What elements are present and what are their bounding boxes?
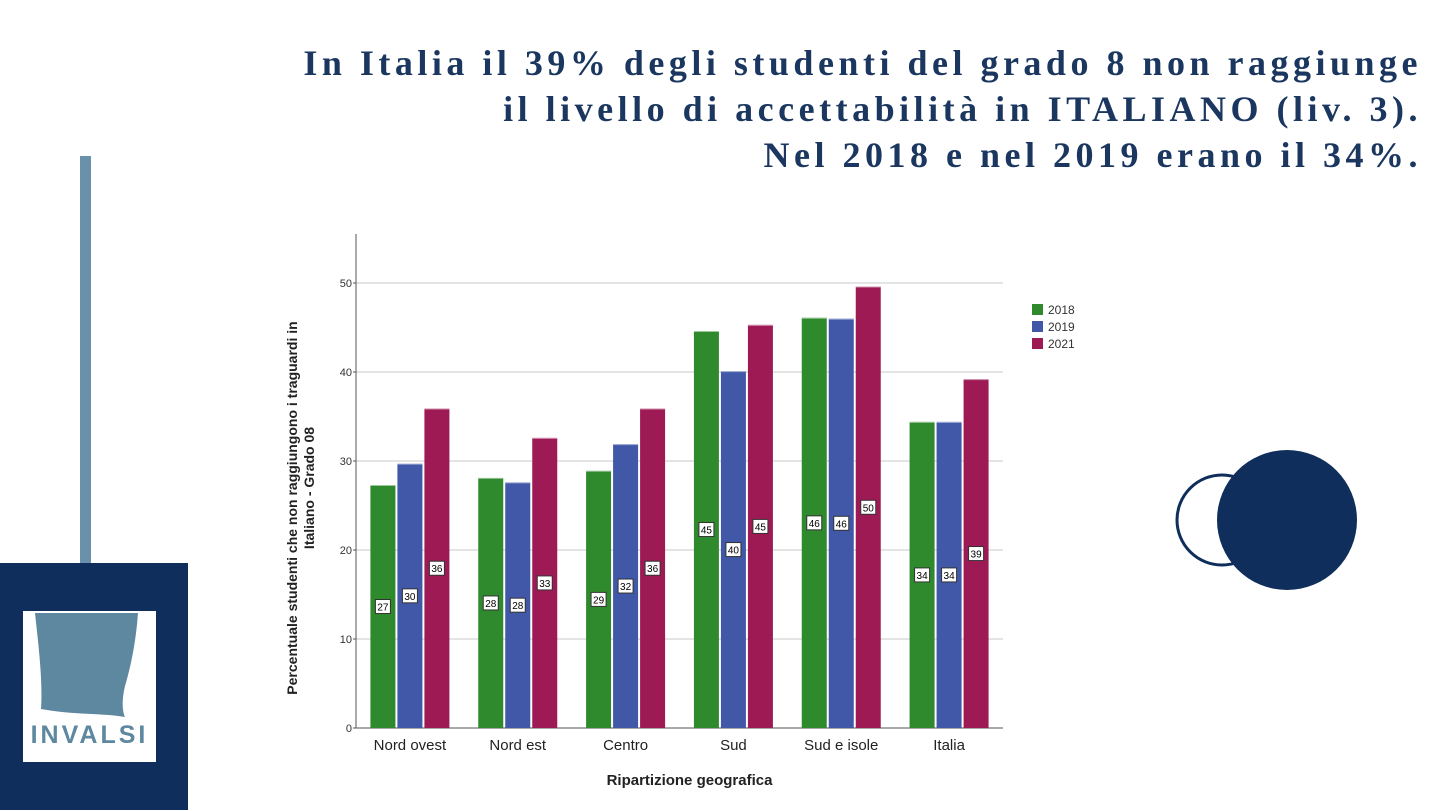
data-label: 34	[944, 571, 956, 582]
data-label-box	[914, 567, 931, 583]
data-label-box	[806, 515, 823, 531]
x-tick-label: Nord est	[489, 737, 547, 754]
y-tick-label: 50	[340, 278, 352, 290]
invalsi-logo: INVALSI	[23, 611, 156, 762]
logo-text: INVALSI	[30, 721, 149, 749]
data-label: 30	[404, 592, 416, 603]
data-label: 34	[917, 571, 929, 582]
data-label: 46	[836, 519, 848, 530]
x-tick-label: Italia	[933, 737, 965, 754]
data-label: 40	[728, 546, 740, 557]
data-label-box	[482, 595, 499, 611]
y-tick-label: 0	[346, 723, 352, 735]
legend-swatch-2018	[1032, 304, 1043, 315]
x-tick-label: Centro	[603, 737, 648, 754]
y-tick-label: 20	[340, 545, 352, 557]
data-label-box	[644, 560, 661, 576]
data-label: 27	[377, 603, 389, 614]
data-label: 39	[971, 550, 983, 561]
data-label-box	[752, 518, 769, 534]
x-tick-label: Sud	[720, 737, 747, 754]
y-tick-label: 30	[340, 456, 352, 468]
data-label: 50	[863, 503, 875, 514]
data-label: 36	[647, 564, 659, 575]
legend-label-2021: 2021	[1048, 337, 1075, 351]
title-line-1: In Italia il 39% degli studenti del grad…	[303, 43, 1422, 83]
data-label-box	[509, 597, 526, 613]
y-tick-label: 40	[340, 367, 352, 379]
data-label-box	[833, 515, 850, 531]
data-label: 46	[809, 519, 821, 530]
data-label-box	[941, 567, 958, 583]
data-label-box	[536, 575, 553, 591]
x-tick-label: Sud e isole	[804, 737, 878, 754]
chart-area: 0 10 20 30 40 50 27 30 36 Nord ovest 28 28 33 Nord es…	[266, 226, 1096, 806]
slide-title: In Italia il 39% degli studenti del grad…	[102, 40, 1422, 178]
data-label: 45	[701, 526, 713, 537]
data-label: 29	[593, 595, 605, 606]
x-axis-label: Ripartizione geografica	[607, 772, 774, 789]
y-axis-label-line-1: Percentuale studenti che non raggiungono…	[284, 321, 300, 694]
title-line-2: il livello di accettabilità in ITALIANO …	[503, 89, 1422, 129]
data-label: 28	[512, 601, 524, 612]
data-label: 36	[431, 564, 443, 575]
logo-mark-icon	[35, 613, 138, 717]
data-label-box	[860, 499, 877, 515]
data-label-box	[725, 542, 742, 558]
y-axis-label-line-2: Italiano - Grado 08	[301, 427, 317, 549]
legend-label-2018: 2018	[1048, 303, 1075, 317]
data-label-box	[428, 560, 445, 576]
data-label: 45	[755, 522, 767, 533]
data-label: 33	[539, 579, 551, 590]
y-tick-label: 10	[340, 634, 352, 646]
decorative-vertical-bar	[80, 156, 91, 616]
data-label-box	[590, 591, 607, 607]
data-label-box	[617, 578, 634, 594]
data-label-box	[374, 599, 391, 615]
data-label-box	[401, 588, 418, 604]
bar-chart: 0 10 20 30 40 50 27 30 36 Nord ovest 28 28 33 Nord es…	[284, 234, 1075, 789]
data-label-box	[698, 522, 715, 538]
legend-swatch-2021	[1032, 338, 1043, 349]
legend-label-2019: 2019	[1048, 320, 1075, 334]
decorative-circles-icon	[1175, 450, 1357, 590]
data-label: 32	[620, 582, 632, 593]
legend-swatch-2019	[1032, 321, 1043, 332]
x-tick-label: Nord ovest	[374, 737, 447, 754]
title-line-3: Nel 2018 e nel 2019 erano il 34%.	[763, 135, 1422, 175]
data-label-box	[968, 546, 985, 562]
data-label: 28	[485, 599, 497, 610]
